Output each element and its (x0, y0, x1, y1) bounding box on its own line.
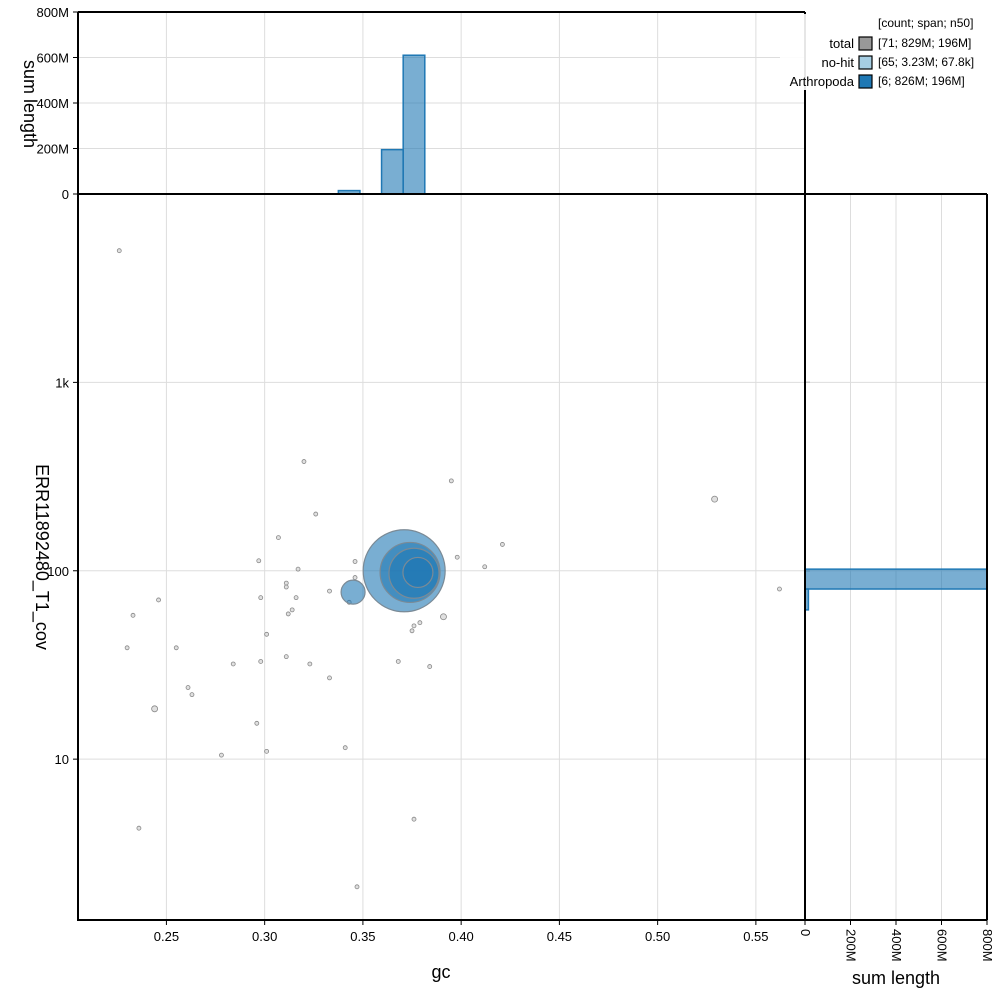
legend-swatch (858, 74, 873, 89)
legend-swatch (858, 36, 873, 51)
right-hist-xlabel: sum length (852, 968, 940, 988)
legend-label: Arthropoda (790, 74, 855, 89)
top-histogram: 0 200M 400M 600M 800M sum length (20, 5, 806, 202)
top-hist-bar (380, 148, 404, 195)
right-hist-bar (804, 568, 988, 590)
right-histogram: 0 200M 400M 600M 800M sum length (798, 193, 995, 988)
no-hit-point (136, 825, 142, 831)
no-hit-point (283, 654, 289, 660)
no-hit-point (116, 248, 122, 254)
right-x-tick-label: 800M (980, 929, 995, 962)
top-y-tick-label: 200M (36, 142, 69, 157)
legend-header: [count; span; n50] (878, 16, 973, 30)
x-tick-label: 0.50 (645, 929, 670, 944)
x-tick-label: 0.55 (743, 929, 768, 944)
top-hist-ylabel: sum length (20, 60, 40, 148)
no-hit-point (417, 620, 423, 626)
x-axis-label: gc (431, 962, 450, 982)
no-hit-point (283, 584, 289, 590)
legend-swatch (858, 55, 873, 70)
no-hit-point (124, 645, 130, 651)
legend-label: no-hit (821, 55, 854, 70)
y-tick-label: 1k (55, 375, 69, 390)
top-y-tick-label: 400M (36, 96, 69, 111)
no-hit-point (411, 623, 417, 629)
no-hit-point (301, 459, 307, 464)
right-x-tick-label: 600M (935, 929, 950, 962)
no-hit-point (427, 664, 433, 669)
x-tick-label: 0.40 (448, 929, 473, 944)
y-tick-label: 10 (55, 752, 69, 767)
top-y-tick-label: 0 (62, 187, 69, 202)
no-hit-point (500, 542, 505, 547)
no-hit-point (482, 564, 488, 570)
no-hit-point (327, 588, 332, 594)
no-hit-point (352, 575, 358, 580)
no-hit-point (307, 661, 313, 667)
x-tick-label: 0.45 (547, 929, 572, 944)
no-hit-point (409, 628, 415, 634)
no-hit-point (185, 685, 191, 690)
no-hit-point (130, 612, 136, 618)
no-hit-point (313, 511, 319, 517)
top-hist-bar (402, 54, 426, 195)
legend-label: total (829, 36, 854, 51)
no-hit-point (283, 580, 289, 586)
top-y-tick-label: 600M (36, 51, 69, 66)
x-tick-label: 0.30 (252, 929, 277, 944)
no-hit-point (173, 645, 179, 651)
arthropoda-point (340, 579, 366, 605)
no-hit-point (189, 692, 195, 698)
no-hit-point (354, 884, 360, 890)
no-hit-point (352, 559, 358, 564)
no-hit-point (342, 745, 348, 751)
no-hit-point (411, 816, 417, 822)
no-hit-point (258, 595, 264, 601)
right-x-tick-label: 400M (889, 929, 904, 962)
legend-stats: [71; 829M; 196M] (878, 36, 971, 50)
no-hit-point (777, 586, 782, 592)
no-hit-point (440, 613, 447, 621)
legend-background (780, 14, 985, 90)
no-hit-point (230, 661, 236, 667)
no-hit-point (327, 675, 332, 681)
right-x-tick-label: 0 (798, 929, 813, 936)
x-tick-label: 0.35 (350, 929, 375, 944)
no-hit-point (156, 597, 161, 603)
no-hit-point (264, 748, 270, 754)
no-hit-point (285, 611, 291, 617)
no-hit-point (293, 595, 299, 601)
no-hit-point (276, 535, 281, 540)
no-hit-point (289, 607, 295, 613)
no-hit-point (395, 659, 401, 664)
no-hit-point (711, 495, 719, 503)
y-axis-label: ERR11892480_T1_cov (31, 464, 52, 650)
y-tick-label: 100 (47, 564, 69, 579)
top-y-tick-label: 800M (36, 5, 69, 20)
legend-stats: [65; 3.23M; 67.8k] (878, 55, 974, 69)
no-hit-point (219, 752, 224, 758)
no-hit-point (254, 720, 260, 726)
no-hit-point (258, 659, 264, 664)
no-hit-point (264, 631, 270, 637)
x-tick-label: 0.25 (154, 929, 179, 944)
no-hit-point (295, 566, 301, 572)
no-hit-point (256, 558, 262, 564)
no-hit-point (151, 705, 159, 713)
arthropoda-point (402, 556, 434, 589)
legend-stats: [6; 826M; 196M] (878, 74, 965, 88)
no-hit-point (454, 554, 460, 560)
right-x-tick-label: 200M (844, 929, 859, 962)
no-hit-point (448, 478, 454, 484)
legend: [count; span; n50] total [71; 829M; 196M]… (780, 14, 985, 90)
